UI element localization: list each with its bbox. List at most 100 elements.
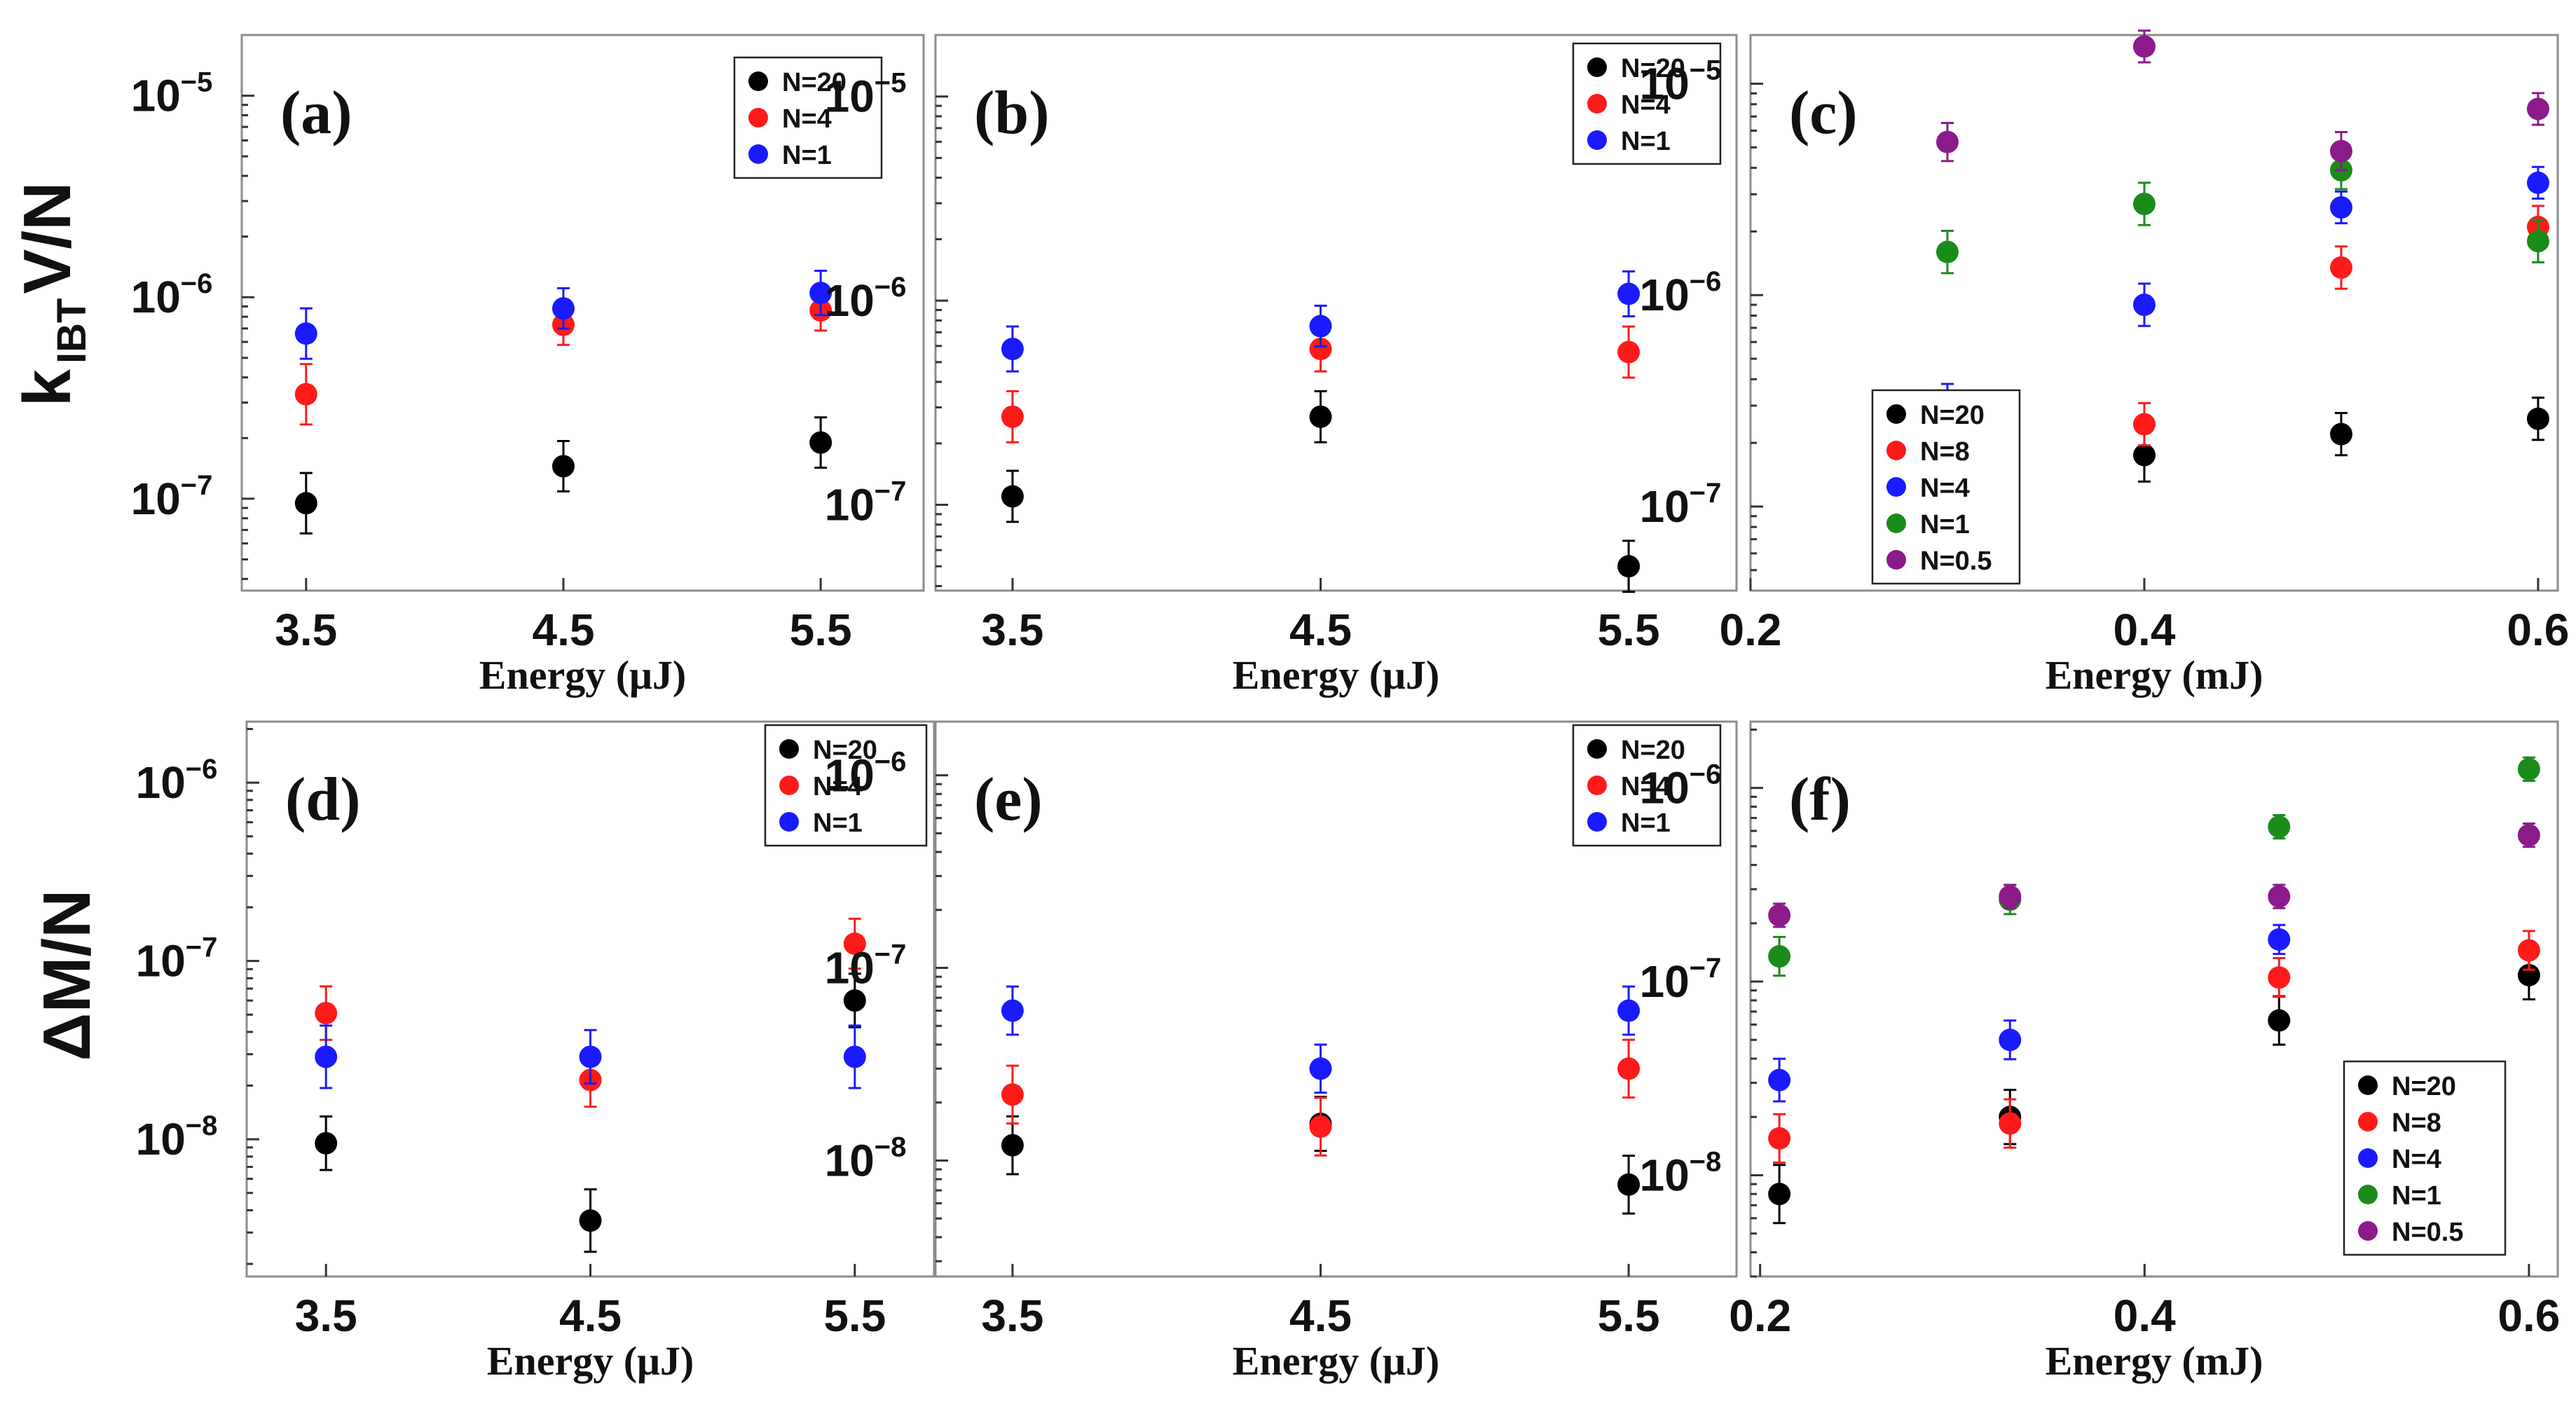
data-point <box>294 383 317 406</box>
legend-marker <box>1587 739 1607 759</box>
data-point <box>1309 1115 1332 1138</box>
legend-label: N=0.5 <box>1920 546 1992 576</box>
legend-label: N=20 <box>1920 401 1985 430</box>
panel-title: (a) <box>280 79 352 147</box>
x-axis-label: Energy (μJ) <box>1233 652 1439 698</box>
x-tick-label: 0.4 <box>2113 1291 2176 1341</box>
data-point <box>1999 1028 2022 1052</box>
data-point <box>1768 1183 1791 1206</box>
panel-title: (f) <box>1789 766 1851 834</box>
y-tick-label: 10−6 <box>1640 266 1722 320</box>
row-ylabel-bottom: ΔM/N <box>29 890 104 1061</box>
legend-label: N=8 <box>1920 437 1970 467</box>
data-point <box>2268 885 2291 908</box>
y-tick-label: 10−7 <box>131 470 213 524</box>
legend-marker <box>1587 776 1607 795</box>
data-point <box>1617 1173 1640 1196</box>
panel-title: (e) <box>974 766 1043 834</box>
data-point <box>1768 1127 1791 1150</box>
x-tick-label: 0.2 <box>1729 1291 1791 1341</box>
legend: N=20 N=8 N=4 N=1 N=0.5 <box>2343 1060 2507 1256</box>
legend-label: N=20 <box>1621 736 1685 765</box>
data-point <box>2517 824 2540 847</box>
data-point <box>2132 413 2156 436</box>
data-point <box>551 455 575 478</box>
y-tick-label: 10−7 <box>1640 953 1722 1007</box>
data-point <box>315 1045 338 1068</box>
y-tick-label: 10−8 <box>825 1131 907 1185</box>
data-point <box>1001 999 1024 1022</box>
y-tick-label: 10−7 <box>825 940 907 993</box>
legend-marker <box>2358 1075 2378 1095</box>
data-point <box>2526 171 2549 194</box>
ylabel-rest: V/N <box>10 182 85 294</box>
data-point <box>2526 407 2549 430</box>
x-tick-label: 5.5 <box>1598 605 1660 655</box>
data-point <box>1001 338 1024 361</box>
legend-marker <box>779 776 799 795</box>
data-point <box>843 989 866 1012</box>
data-point <box>2268 815 2291 839</box>
y-tick-label: 10−6 <box>136 754 218 808</box>
x-tick-label: 4.5 <box>559 1291 622 1341</box>
legend-marker <box>1886 477 1906 497</box>
legend-label: N=1 <box>1621 808 1671 838</box>
plot-frame <box>240 34 925 592</box>
x-tick-label: 3.5 <box>295 1291 357 1341</box>
data-point <box>2268 928 2291 951</box>
data-point <box>2526 97 2549 121</box>
y-tick-label: 10−5 <box>825 68 907 122</box>
data-point <box>1936 240 1959 263</box>
plot-frame <box>1749 34 2559 592</box>
legend-label: N=20 <box>782 68 847 97</box>
legend-marker <box>1886 404 1906 424</box>
legend-label: N=4 <box>1621 90 1671 120</box>
legend-label: N=8 <box>2392 1108 2441 1138</box>
data-point <box>843 932 866 955</box>
ylabel-k: k <box>10 369 85 406</box>
legend: N=20 N=8 N=4 N=1 N=0.5 <box>1871 389 2021 585</box>
data-point <box>1768 945 1791 968</box>
data-point <box>2329 139 2352 163</box>
legend-label: N=1 <box>2392 1181 2441 1211</box>
data-point <box>1617 1057 1640 1080</box>
legend-marker <box>748 71 768 91</box>
y-tick-label: 10−7 <box>1640 478 1722 532</box>
plot-frame <box>934 34 1738 592</box>
data-point <box>2329 422 2352 446</box>
data-point <box>2132 35 2156 58</box>
x-axis-label: Energy (mJ) <box>2046 1338 2263 1384</box>
data-point <box>1617 555 1640 578</box>
x-tick-label: 3.5 <box>275 605 337 655</box>
legend-marker <box>2358 1148 2378 1168</box>
x-tick-label: 3.5 <box>981 605 1043 655</box>
data-point <box>809 282 833 305</box>
data-point <box>2132 294 2156 317</box>
legend-label: N=20 <box>1621 54 1685 83</box>
legend: N=20 N=4 N=1 <box>1572 724 1722 847</box>
x-tick-label: 4.5 <box>532 605 594 655</box>
x-tick-label: 0.6 <box>2507 605 2569 655</box>
legend-label: N=4 <box>782 104 832 134</box>
data-point <box>1001 485 1024 508</box>
data-point <box>1001 405 1024 428</box>
data-point <box>2132 443 2156 467</box>
x-tick-label: 5.5 <box>1598 1291 1660 1341</box>
data-point <box>1768 904 1791 927</box>
data-point <box>1309 338 1332 361</box>
data-point <box>1001 1134 1024 1157</box>
legend-marker <box>2358 1112 2378 1131</box>
legend-label: N=1 <box>1621 127 1671 156</box>
data-point <box>1999 1112 2022 1135</box>
data-point <box>315 1002 338 1025</box>
y-tick-label: 10−8 <box>136 1110 218 1164</box>
legend-marker <box>1886 550 1906 570</box>
data-point <box>2268 966 2291 989</box>
ylabel-delta-m: ΔM/N <box>29 890 104 1061</box>
data-point <box>809 431 833 454</box>
legend-label: N=4 <box>813 772 863 801</box>
legend-label: N=0.5 <box>2392 1218 2463 1247</box>
y-tick-label: 10−6 <box>1640 759 1722 813</box>
